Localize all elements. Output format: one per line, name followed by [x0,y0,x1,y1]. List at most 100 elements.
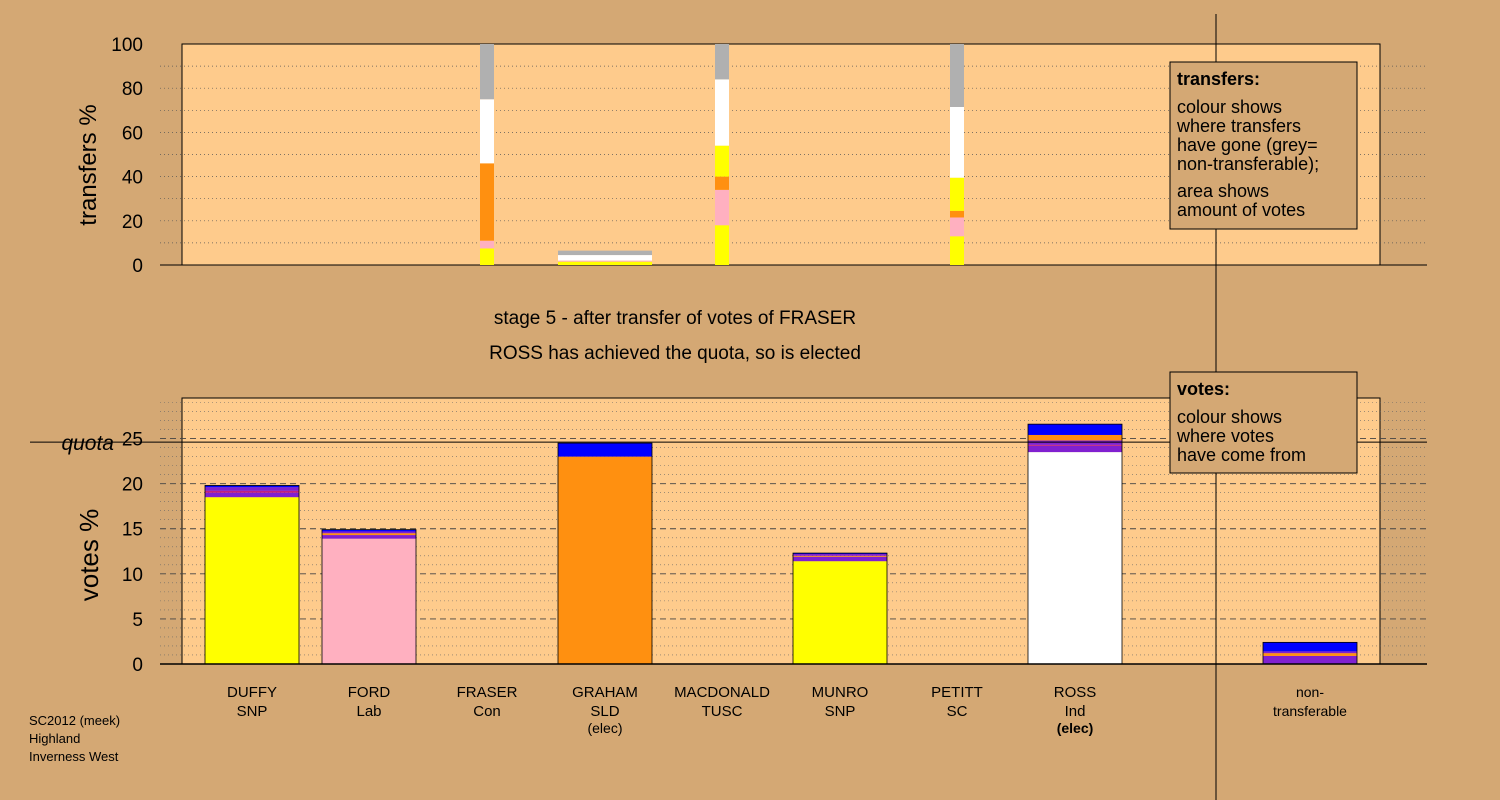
vote-bar-segment [1263,653,1357,656]
transfer-bar-segment [950,44,964,107]
vote-bar-segment [1028,434,1122,441]
transfer-bar-segment [715,189,729,226]
vote-bar-segment [1263,651,1357,654]
nontransferable-label: transferable [1273,703,1347,719]
votes-legend-line: have come from [1177,445,1306,465]
transfers-bars [480,44,964,265]
y-tick-label: 15 [122,520,143,541]
votes-y-ticks: 0 5 10 15 20 25 [122,430,143,676]
candidate-name: MUNRO [812,684,869,701]
transfers-legend-line: colour shows [1177,97,1282,117]
y-tick-label: 0 [132,655,143,676]
transfers-legend-line: amount of votes [1177,200,1305,220]
vote-bar-segment [793,561,887,664]
vote-bar-segment [1263,655,1357,664]
vote-bar-segment [793,556,887,562]
transfer-bar-segment [480,163,494,241]
transfers-legend-title: transfers: [1177,69,1260,89]
transfer-bar-segment [715,176,729,190]
candidate-party: Lab [356,703,381,720]
vote-bar-segment [205,497,299,664]
transfers-legend: transfers: colour shows where transfers … [1169,61,1358,230]
transfers-legend-box [1169,61,1358,230]
vote-bar-segment [558,456,652,664]
y-tick-label: 5 [132,610,143,631]
footer-line: Inverness West [29,749,119,764]
vote-bar-segment [322,533,416,536]
vote-bar-segment [1263,642,1357,652]
vote-bar-segment [793,555,887,557]
candidate-name: PETITT [931,684,983,701]
transfers-legend-line: where transfers [1176,116,1301,136]
candidate-party: Con [473,703,501,720]
transfers-legend-line: have gone (grey= [1177,135,1318,155]
votes-panel: 0 5 10 15 20 25 quota votes % [30,397,1427,676]
transfer-bar-segment [480,240,494,249]
candidate-status: (elec) [587,720,622,736]
transfers-legend-line: area shows [1177,181,1269,201]
transfer-bar-segment [950,236,964,265]
candidate-status: (elec) [1057,720,1094,736]
transfers-y-ticks: 0 20 40 60 80 100 [111,35,143,277]
transfer-bar-segment [950,210,964,218]
vote-bar-segment [793,553,887,556]
vote-bar-segment [1028,424,1122,435]
vote-bar-segment [793,553,887,554]
candidate-party: TUSC [702,703,743,720]
vote-bar-segment [205,492,299,498]
vote-bar-segment [558,443,652,457]
transfer-bar-segment [715,79,729,146]
candidate-name: FRASER [457,684,518,701]
candidate-name: ROSS [1054,684,1097,701]
candidate-name: MACDONALD [674,684,770,701]
candidate-party: Ind [1065,703,1086,720]
y-tick-label: 100 [111,35,143,56]
votes-legend-line: where votes [1176,426,1274,446]
transfers-legend-line: non-transferable); [1177,154,1319,174]
vote-bar-segment [322,529,416,532]
y-tick-label: 60 [122,123,143,144]
candidate-name: FORD [348,684,391,701]
transfer-bar-segment [558,260,652,262]
transfer-bar-segment [480,99,494,164]
vote-bar-segment [205,485,299,488]
vote-bar-segment [322,535,416,539]
votes-legend: votes: colour shows where votes have com… [1169,371,1358,474]
candidate-party: SLD [590,703,619,720]
y-tick-label: 20 [122,475,143,496]
quota-label: quota [61,432,114,455]
footer-line: Highland [29,731,80,746]
transfer-bar-segment [480,44,494,100]
vote-bar-segment [322,531,416,534]
votes-y-axis-label: votes % [74,509,104,602]
vote-bar-segment [205,487,299,491]
y-tick-label: 10 [122,565,143,586]
y-tick-label: 40 [122,168,143,189]
candidate-party: SNP [237,703,268,720]
vote-bar-segment [205,490,299,493]
votes-legend-box [1169,371,1358,474]
transfer-bar-segment [950,177,964,211]
vote-bar-segment [1028,452,1122,664]
stage-caption: stage 5 - after transfer of votes of FRA… [494,308,856,329]
vote-bar-segment [322,538,416,664]
footer-line: SC2012 (meek) [29,713,120,728]
y-tick-label: 25 [122,430,143,451]
y-tick-label: 80 [122,79,143,100]
transfer-bar-segment [558,250,652,256]
transfer-bar-segment [480,248,494,265]
transfer-bar-segment [715,44,729,80]
transfer-bar-segment [950,217,964,237]
transfer-bar-segment [950,106,964,178]
transfer-bar-segment [715,145,729,177]
y-tick-label: 0 [132,256,143,277]
transfer-bar-segment [715,225,729,265]
transfers-y-axis-label: transfers % [75,104,102,225]
transfer-bar-segment [558,261,652,265]
candidate-party: SC [947,703,968,720]
election-status-caption: ROSS has achieved the quota, so is elect… [489,343,861,364]
votes-legend-line: colour shows [1177,407,1282,427]
votes-legend-title: votes: [1177,379,1230,399]
candidate-labels: DUFFYSNPFORDLabFRASERConGRAHAMSLD(elec)M… [227,684,1096,736]
